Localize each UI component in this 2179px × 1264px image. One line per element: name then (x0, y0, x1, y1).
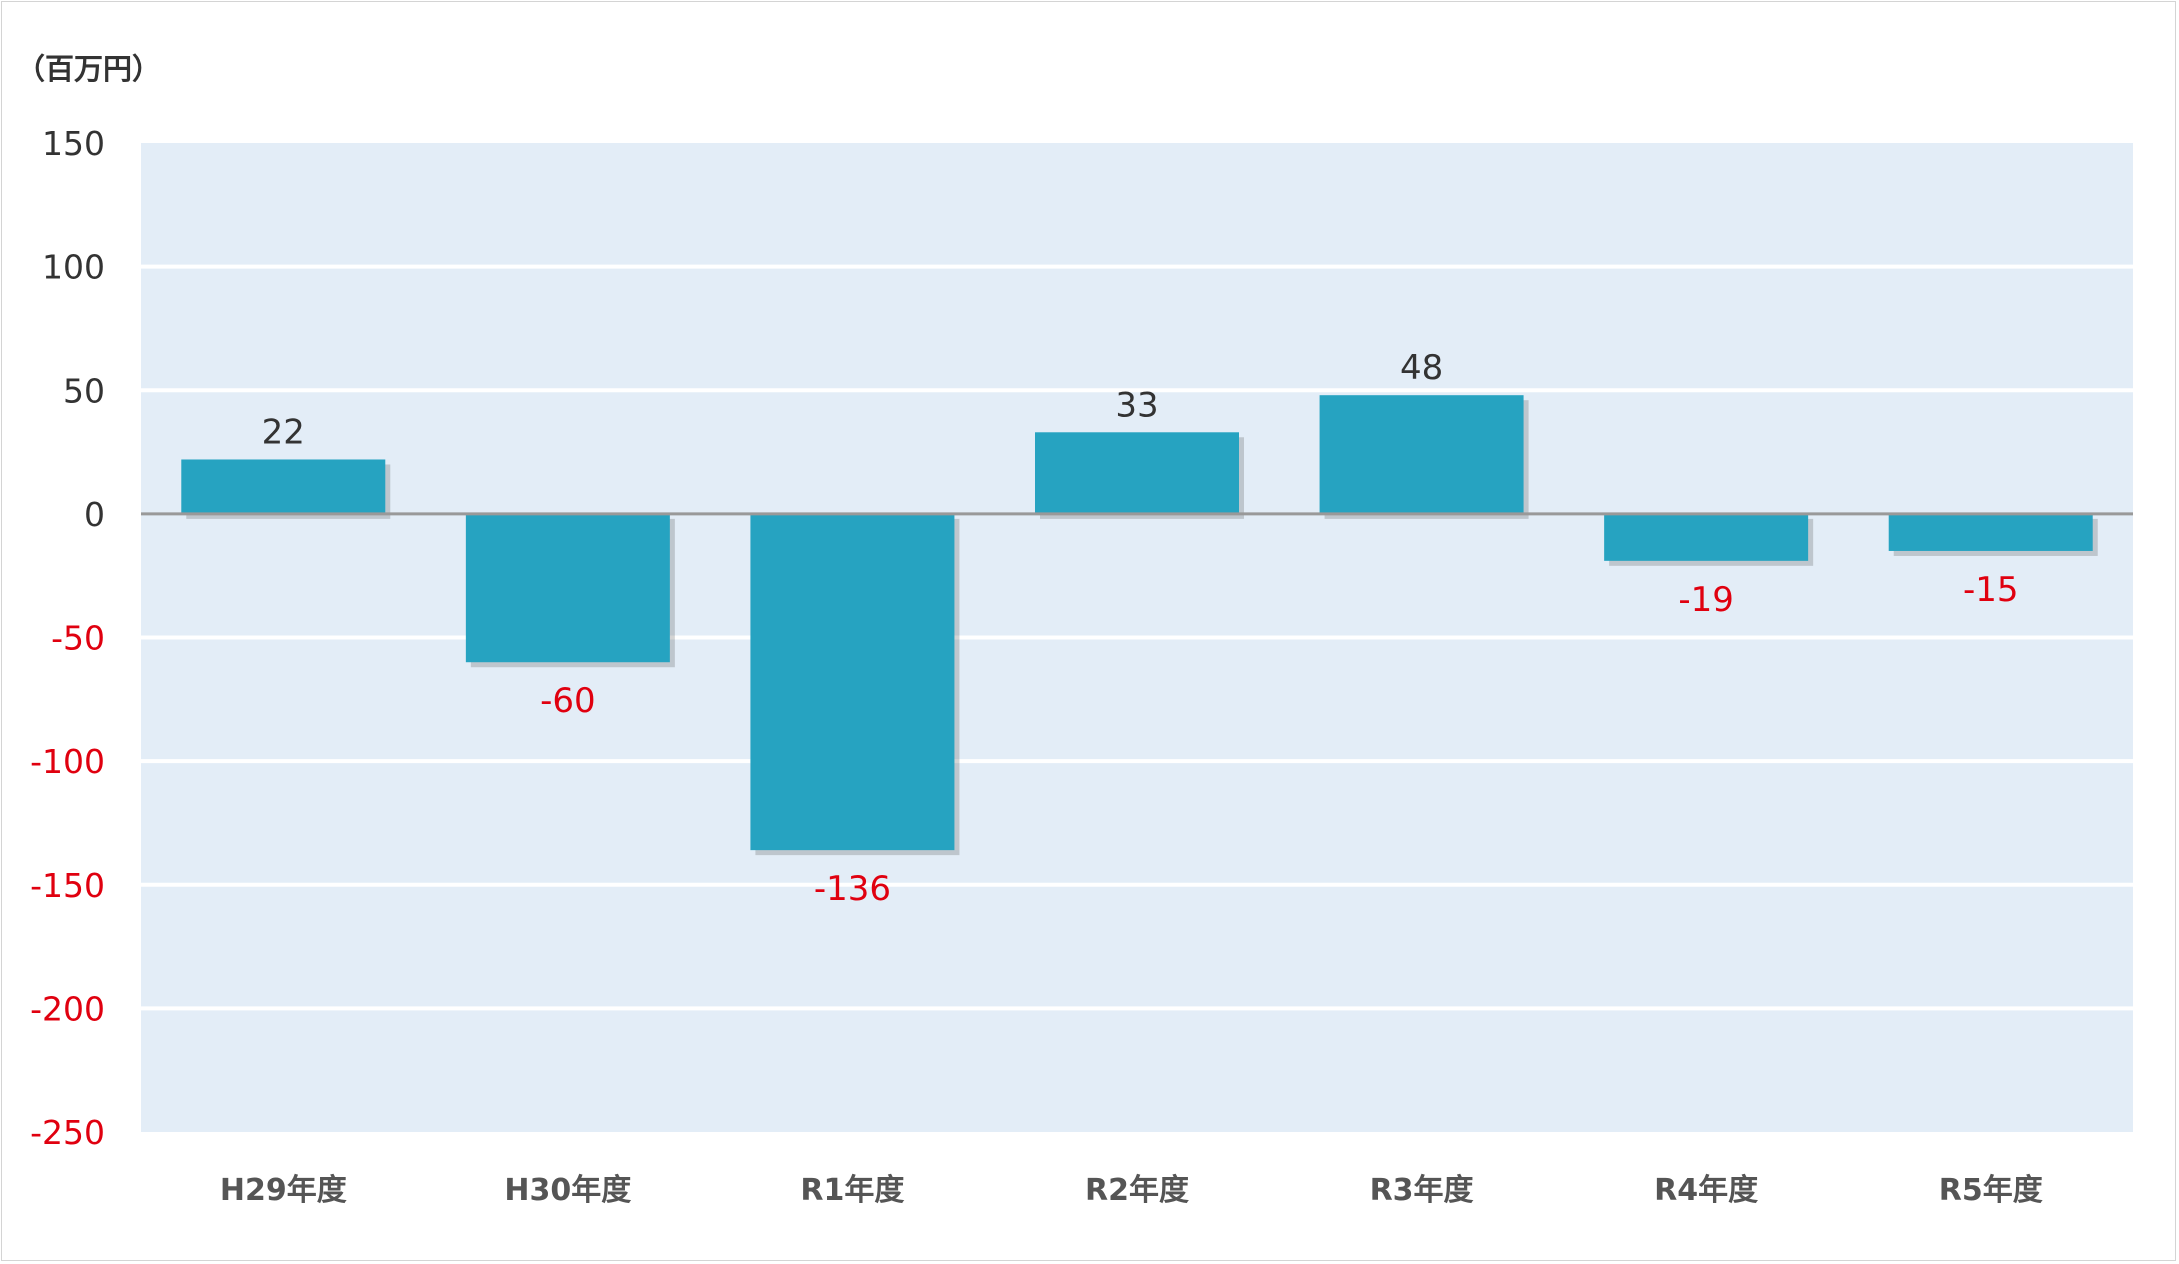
bar (181, 459, 386, 514)
x-category-label: R1年度 (800, 1173, 904, 1208)
bar (1319, 395, 1524, 514)
x-category-label: H30年度 (504, 1173, 631, 1208)
y-tick-label: -200 (30, 989, 105, 1028)
y-tick-label: -150 (30, 866, 105, 905)
data-label: 48 (1400, 348, 1443, 388)
bars (181, 395, 2098, 856)
data-label: -19 (1678, 580, 1734, 620)
y-tick-label: -100 (30, 742, 105, 781)
y-tick-label: -50 (51, 619, 105, 658)
data-label: -60 (540, 681, 596, 721)
x-category-label: R3年度 (1370, 1173, 1474, 1208)
x-axis-categories: H29年度 H30年度 R1年度 R2年度 R3年度 R4年度 R5年度 (220, 1173, 2043, 1208)
data-labels: 22 -60 -136 33 48 -19 -15 (262, 348, 2019, 909)
bar (1035, 432, 1239, 514)
y-tick-label: 150 (42, 124, 105, 163)
x-category-label: H29年度 (220, 1173, 347, 1208)
bar (1888, 513, 2093, 551)
data-label: 33 (1115, 385, 1158, 425)
y-axis-ticks: 150 100 50 0 -50 -100 -150 -200 -250 (30, 124, 105, 1152)
x-category-label: R5年度 (1939, 1173, 2043, 1208)
y-tick-label: 100 (42, 248, 105, 287)
bar (465, 513, 670, 663)
x-category-label: R2年度 (1085, 1173, 1189, 1208)
x-category-label: R4年度 (1654, 1173, 1758, 1208)
data-label: -136 (814, 869, 891, 909)
bar (750, 513, 955, 851)
y-axis-unit-label: （百万円） (16, 52, 161, 86)
bar (1604, 513, 1809, 561)
data-label: -15 (1963, 570, 2019, 610)
y-tick-label: -250 (30, 1113, 105, 1152)
y-tick-label: 0 (84, 495, 105, 534)
y-tick-label: 50 (63, 371, 105, 410)
data-label: 22 (262, 412, 305, 452)
